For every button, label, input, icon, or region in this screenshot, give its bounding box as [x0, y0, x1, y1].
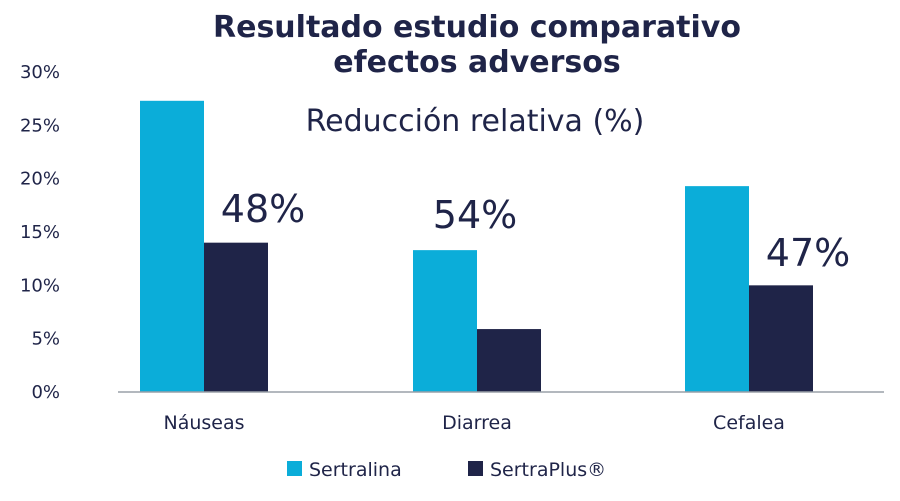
bar-sertraplus-2 — [749, 285, 813, 392]
y-tick-label: 15% — [20, 222, 60, 243]
y-tick-label: 25% — [20, 115, 60, 136]
y-tick-label: 20% — [20, 169, 60, 190]
bar-sertraplus-1 — [477, 329, 541, 392]
y-tick-label: 0% — [31, 382, 60, 403]
legend-label: Sertralina — [309, 459, 402, 481]
x-axis-labels: Náuseas Diarrea Cefalea — [163, 412, 784, 434]
reduction-label: 48% — [221, 187, 305, 231]
chart-title-line-1: Resultado estudio comparativo — [213, 10, 741, 45]
legend-label: SertraPlus® — [490, 459, 606, 481]
y-tick-label: 30% — [20, 62, 60, 83]
x-tick-label: Cefalea — [713, 412, 785, 434]
bar-sertraplus-0 — [204, 242, 268, 392]
legend-swatch — [287, 461, 302, 476]
bar-sertralina-1 — [413, 250, 477, 392]
chart-title-line-2: efectos adversos — [333, 45, 621, 80]
x-tick-label: Diarrea — [442, 412, 512, 434]
annotations: 48% 54% 47% — [221, 187, 850, 275]
legend: Sertralina SertraPlus® — [287, 459, 606, 481]
bar-sertralina-2 — [685, 186, 749, 392]
bars — [140, 100, 813, 393]
x-tick-label: Náuseas — [163, 412, 244, 434]
y-tick-label: 5% — [31, 329, 60, 350]
legend-swatch — [468, 461, 483, 476]
y-tick-label: 10% — [20, 275, 60, 296]
bar-sertralina-0 — [140, 100, 204, 393]
y-axis: 0% 5% 10% 15% 20% 25% 30% — [20, 62, 60, 403]
reduction-label: 47% — [766, 231, 850, 275]
reduction-label: 54% — [433, 193, 517, 237]
chart-subtitle: Reducción relativa (%) — [306, 104, 645, 139]
